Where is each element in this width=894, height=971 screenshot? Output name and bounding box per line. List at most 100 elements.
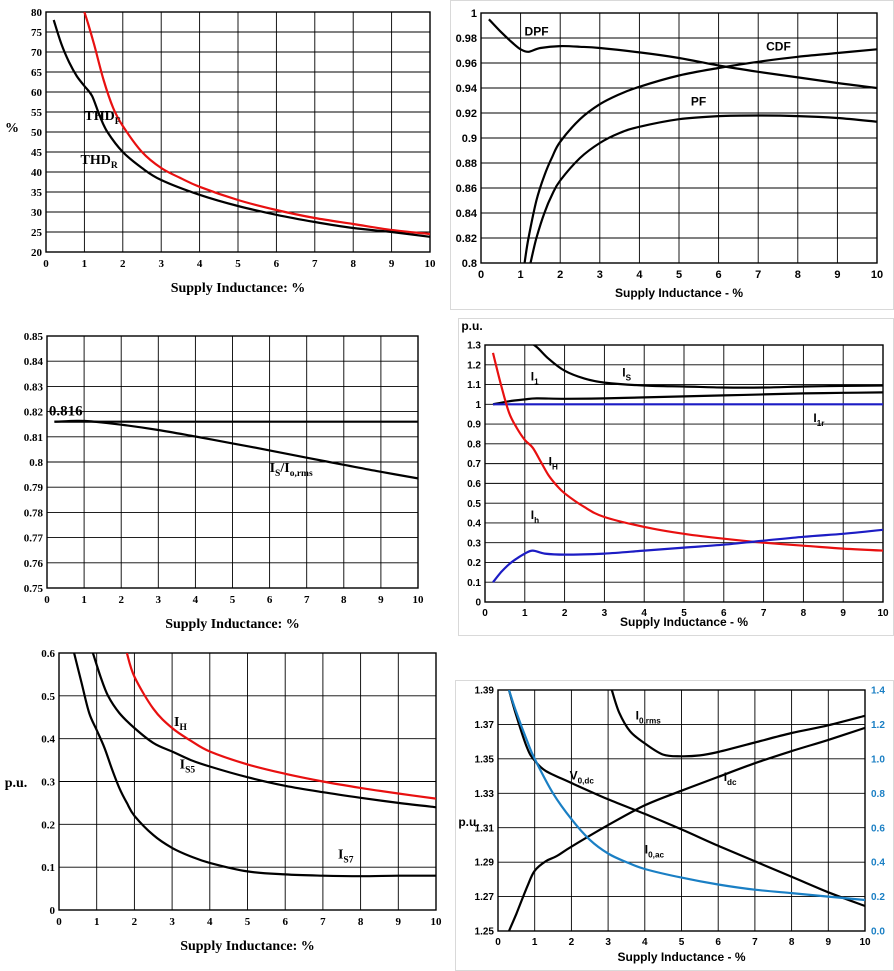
output-series-v0-dc-label: V0,dc — [570, 769, 595, 786]
pf-xtick-label: 4 — [636, 269, 643, 281]
ratio-xtick-label: 1 — [81, 594, 87, 606]
currents-xtick-label: 2 — [562, 608, 568, 619]
thd-xtick-label: 3 — [158, 258, 164, 270]
ratio-xtick-label: 7 — [304, 594, 310, 606]
ratio-ytick-label: 0.78 — [24, 507, 44, 519]
thd-ytick-label: 65 — [31, 67, 43, 79]
pf-xtick-label: 9 — [834, 269, 840, 281]
thd-ytick-label: 35 — [31, 187, 43, 199]
thd-ytick-label: 60 — [31, 87, 43, 99]
chart-current-ratio: 0 1 2 3 4 5 6 7 8 9 10 0.75 0.76 0.77 0.78 0.79 0.8 0.81 0… — [0, 320, 446, 636]
output-xtick-label: 2 — [569, 937, 575, 948]
output-xtick-label: 8 — [789, 937, 795, 948]
ratio-xtick-label: 6 — [267, 594, 273, 606]
pf-xtick-label: 5 — [676, 269, 682, 281]
harmonics-ytick-label: 0.5 — [41, 691, 55, 703]
ratio-xtick-label: 10 — [413, 594, 425, 606]
thd-xtick-label: 1 — [82, 258, 88, 270]
thd-ylabel: % — [5, 121, 19, 136]
output-ytick-label: 1.33 — [475, 789, 495, 800]
output-series-i0-rms-line — [610, 690, 865, 758]
pf-series-dpf-line — [488, 18, 877, 90]
output-xtick-label: 4 — [642, 937, 648, 948]
currents-series-i1-line — [492, 391, 883, 406]
ratio-ytick-label: 0.81 — [24, 432, 43, 444]
ratio-svg: 0 1 2 3 4 5 6 7 8 9 10 0.75 0.76 0.77 0.78 0.79 0.8 0.81 0… — [24, 331, 425, 632]
output-xtick-label: 3 — [605, 937, 611, 948]
pf-xtick-label: 6 — [716, 269, 722, 281]
output-y2tick-label: 0.8 — [871, 789, 885, 800]
harmonics-series-ih-line — [125, 653, 436, 800]
pf-xtick-label: 2 — [557, 269, 563, 281]
pf-xtick-label: 3 — [597, 269, 603, 281]
currents-xtick-label: 9 — [840, 608, 846, 619]
pf-series-dpf-label: DPF — [525, 25, 549, 39]
chart-input-currents: 0 1 2 3 4 5 6 7 8 9 10 0 0.1 0.2 0.3 0.4 0.5 0.6 0.7 0.8 0.9… — [458, 318, 894, 636]
currents-series-ih-line — [492, 528, 883, 583]
ratio-ytick-label: 0.8 — [29, 457, 43, 469]
harmonics-xtick-label: 2 — [132, 916, 138, 928]
harmonics-svg: 0 1 2 3 4 5 6 7 8 9 10 0 0.1 0.2 0.3 0.4 0.5 0.6 Supply In… — [5, 648, 442, 954]
thd-xtick-label: 6 — [274, 258, 280, 270]
ratio-xtick-label: 3 — [156, 594, 162, 606]
currents-ytick-label: 0.9 — [467, 420, 481, 431]
pf-xtick-label: 7 — [755, 269, 761, 281]
thd-xtick-label: 5 — [235, 258, 241, 270]
currents-ytick-label: 0.3 — [467, 538, 481, 549]
thd-ytick-label: 30 — [31, 207, 43, 219]
harmonics-series-is7-label: IS7 — [338, 848, 354, 866]
currents-ytick-label: 0.6 — [467, 479, 481, 490]
output-y2tick-label: 0.0 — [871, 927, 885, 938]
harmonics-xtick-label: 8 — [358, 916, 364, 928]
currents-xtick-label: 8 — [801, 608, 807, 619]
chart-thd: 0 1 2 3 4 5 6 7 8 9 10 20 25 30 35 40 45 50 55 60 65 70 75 80 Su… — [0, 0, 446, 310]
pf-xtick-label: 0 — [478, 269, 484, 281]
ratio-ytick-label: 0.82 — [24, 407, 44, 419]
output-y2tick-label: 1.2 — [871, 720, 885, 731]
thd-xtick-label: 0 — [43, 258, 49, 270]
harmonics-ytick-label: 0.4 — [41, 734, 55, 746]
output-ytick-label: 1.25 — [475, 927, 495, 938]
thd-xtick-label: 9 — [389, 258, 395, 270]
output-xtick-label: 1 — [532, 937, 538, 948]
pf-series-pf-line — [529, 114, 877, 263]
output-xlabel: Supply Inductance - % — [617, 950, 745, 964]
output-xtick-label: 6 — [715, 937, 721, 948]
output-ylabel: p.u. — [458, 815, 479, 829]
output-series-i0-ac-label: I0,ac — [645, 843, 665, 860]
pf-xlabel: Supply Inductance - % — [615, 286, 743, 300]
pf-ytick-label: 1 — [471, 8, 477, 20]
output-svg: 0 1 2 3 4 5 6 7 8 9 10 1.25 1.27 1.29 1.31 1.33 1.35 1.37… — [455, 680, 894, 971]
currents-xlabel: Supply Inductance - % — [620, 615, 748, 629]
ratio-ytick-label: 0.84 — [24, 356, 44, 368]
thd-ytick-label: 75 — [31, 27, 43, 39]
thd-ytick-label: 25 — [31, 227, 43, 239]
output-xtick-label: 5 — [679, 937, 685, 948]
currents-ylabel: p.u. — [461, 319, 482, 333]
harmonics-xlabel: Supply Inductance: % — [180, 939, 315, 954]
thd-series-thd-f-line — [83, 12, 430, 236]
output-ytick-label: 1.31 — [475, 823, 495, 834]
currents-series-i1-label: I1 — [531, 370, 539, 387]
harmonics-xtick-label: 1 — [94, 916, 100, 928]
ratio-series-is-io-rms-label: IS/Io,rms — [270, 461, 313, 479]
pf-svg: 0 1 2 3 4 5 6 7 8 9 10 0.8 0.82 0.84 0.86 0.88 0.9 0.92 0.… — [450, 0, 894, 310]
currents-series-is-label: IS — [622, 366, 631, 383]
thd-xtick-label: 2 — [120, 258, 126, 270]
ratio-xtick-label: 9 — [378, 594, 384, 606]
currents-svg: 0 1 2 3 4 5 6 7 8 9 10 0 0.1 0.2 0.3 0.4 0.5 0.6 0.7 0.8 0.9… — [458, 318, 894, 636]
harmonics-ytick-label: 0 — [50, 905, 56, 917]
currents-xtick-label: 5 — [681, 608, 687, 619]
harmonics-xtick-label: 6 — [282, 916, 288, 928]
harmonics-ytick-label: 0.3 — [41, 776, 55, 788]
currents-xtick-label: 7 — [761, 608, 767, 619]
chart-output-quantities: 0 1 2 3 4 5 6 7 8 9 10 1.25 1.27 1.29 1.31 1.33 1.35 1.37… — [455, 680, 894, 971]
output-xtick-label: 7 — [752, 937, 758, 948]
currents-series-is-line — [532, 345, 883, 389]
output-series-idc-line — [507, 726, 865, 931]
pf-xtick-label: 1 — [518, 269, 524, 281]
thd-ytick-label: 20 — [31, 247, 43, 259]
harmonics-ytick-label: 0.2 — [41, 819, 55, 831]
harmonics-xtick-label: 3 — [169, 916, 175, 928]
ratio-ytick-label: 0.76 — [24, 558, 44, 570]
